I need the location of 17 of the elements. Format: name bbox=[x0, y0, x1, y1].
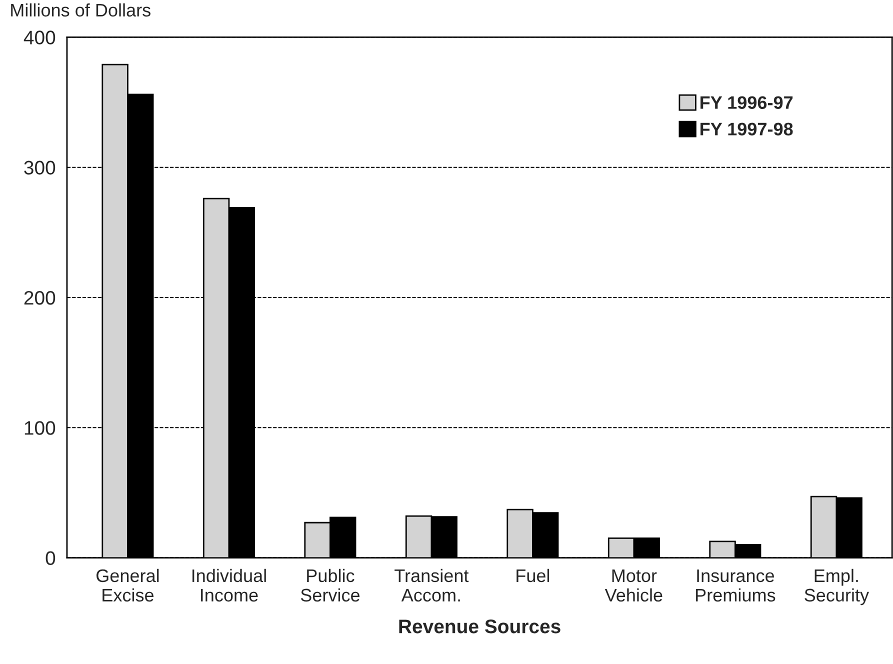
y-tick-label: 300 bbox=[24, 160, 56, 175]
x-tick-label: General Excise bbox=[96, 568, 159, 602]
y-tick-label: 200 bbox=[24, 290, 56, 305]
x-axis-title: Revenue Sources bbox=[399, 620, 560, 634]
y-tick-label: 0 bbox=[46, 551, 56, 565]
x-tick-label: Individual Income bbox=[192, 568, 266, 602]
x-tick-label: Transient Accom. bbox=[394, 568, 469, 602]
legend-label: FY 1997-98 bbox=[700, 122, 793, 136]
x-tick-label: Public Service bbox=[300, 568, 360, 602]
x-tick-label: Empl. Security bbox=[804, 568, 869, 606]
x-tick-label: Insurance Premiums bbox=[696, 570, 776, 602]
y-tick-label: 100 bbox=[24, 421, 56, 435]
legend-label: FY 1996-97 bbox=[700, 96, 793, 109]
y-axis-title: Millions of Dollars bbox=[11, 3, 150, 17]
y-tick-label: 400 bbox=[24, 30, 56, 44]
x-tick-label: Motor Vehicle bbox=[604, 570, 662, 602]
x-tick-label: Fuel bbox=[516, 568, 550, 582]
